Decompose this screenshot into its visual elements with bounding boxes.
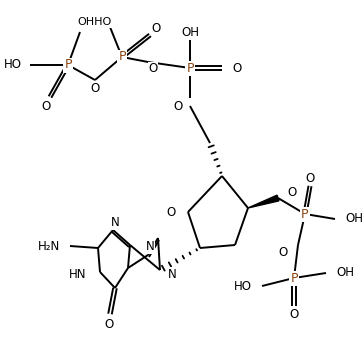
- Text: O: O: [149, 62, 158, 76]
- Text: O: O: [41, 101, 51, 114]
- Text: OH: OH: [336, 266, 354, 280]
- Text: N: N: [111, 216, 119, 229]
- Text: OHHO: OHHO: [78, 17, 112, 27]
- Text: O: O: [151, 23, 161, 36]
- Text: O: O: [232, 61, 241, 74]
- Text: O: O: [174, 99, 183, 113]
- Text: N: N: [146, 241, 154, 253]
- Text: O: O: [305, 171, 314, 184]
- Text: O: O: [104, 318, 114, 330]
- Text: P: P: [290, 272, 298, 285]
- Text: H₂N: H₂N: [38, 240, 60, 253]
- Text: N: N: [168, 268, 177, 281]
- Text: P: P: [118, 50, 126, 64]
- Text: O: O: [167, 205, 176, 219]
- Text: O: O: [90, 82, 100, 94]
- Text: O: O: [279, 246, 288, 260]
- Text: P: P: [301, 208, 309, 220]
- Text: OH: OH: [345, 212, 363, 225]
- Text: HO: HO: [4, 58, 22, 72]
- Polygon shape: [248, 195, 279, 208]
- Text: O: O: [289, 307, 298, 321]
- Text: OH: OH: [181, 25, 199, 38]
- Text: HO: HO: [234, 280, 252, 293]
- Text: HN: HN: [68, 269, 86, 281]
- Text: P: P: [186, 61, 194, 74]
- Text: P: P: [64, 58, 72, 72]
- Text: O: O: [287, 187, 296, 200]
